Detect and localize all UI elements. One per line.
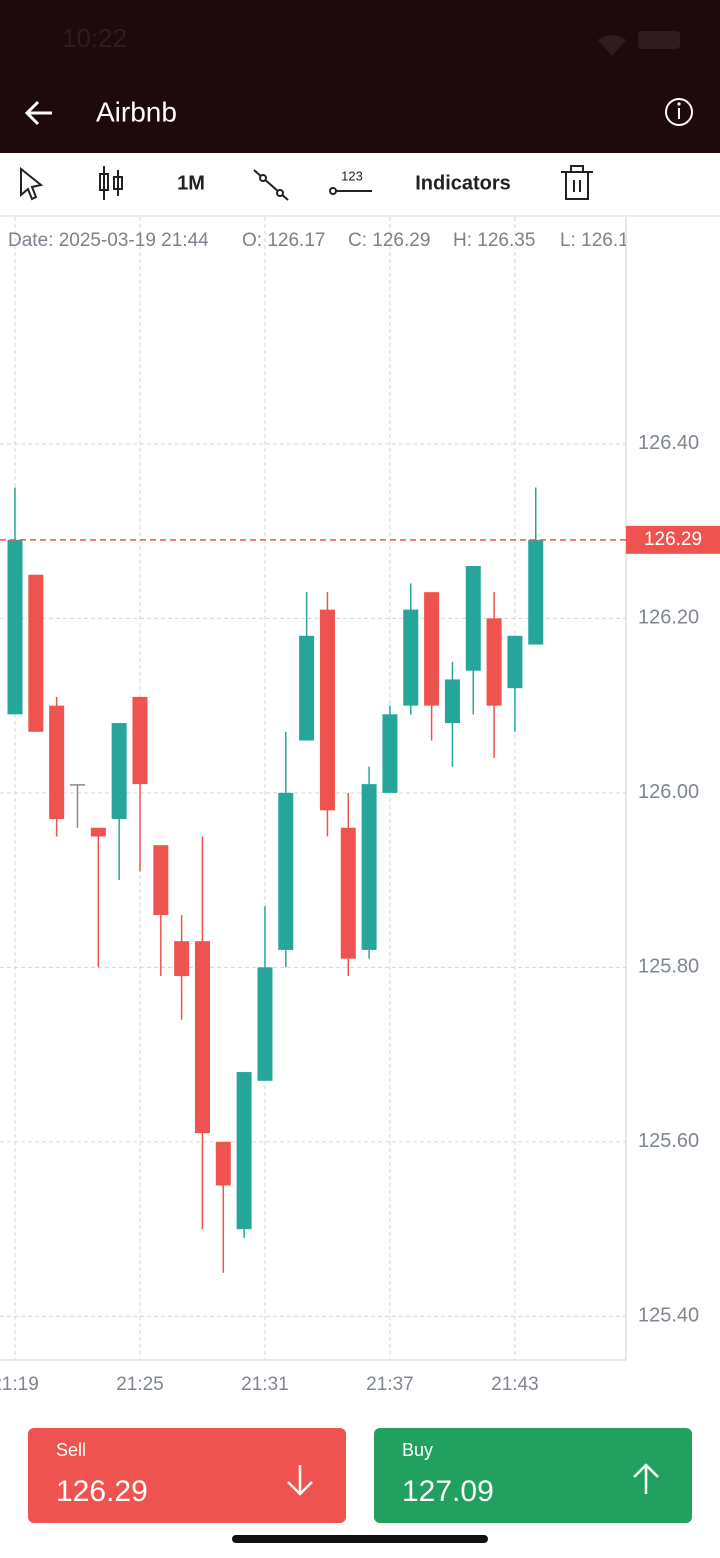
x-tick-label: 21:31 (241, 1374, 289, 1395)
ohlc-info-text: H: 126.35 (453, 230, 535, 251)
candle-body (528, 539, 544, 645)
screen-title: Airbnb (96, 96, 177, 127)
ohlc-info-text: O: 126.17 (242, 230, 325, 251)
candle-body (278, 792, 294, 950)
cursor-tool[interactable] (20, 166, 44, 201)
candle-body (236, 1072, 252, 1230)
back-button[interactable] (24, 100, 52, 126)
app-bar (0, 0, 720, 153)
delete-tool[interactable] (561, 165, 593, 200)
candle-body (257, 967, 273, 1081)
ohlc-info-text: C: 126.29 (348, 230, 430, 251)
last-price-label: 126.29 (644, 529, 702, 550)
candle-body (215, 1141, 231, 1186)
candle-body (403, 609, 419, 706)
buy-label: Buy (402, 1440, 433, 1460)
ohlc-info: Date: 2025-03-19 21:44 O: 126.17 C: 126.29… (8, 230, 639, 251)
candle-body (382, 714, 398, 793)
sell-arrow (287, 1465, 313, 1496)
status-icons (598, 31, 680, 56)
candle-body (7, 539, 23, 715)
y-tick-label: 126.40 (638, 432, 699, 454)
info-button[interactable] (665, 98, 693, 126)
y-tick-label: 126.00 (638, 781, 699, 803)
sell-label: Sell (56, 1440, 86, 1460)
candle-body (69, 784, 85, 786)
candle-body (507, 635, 523, 689)
candle-body (49, 705, 65, 820)
x-tick-label: 21:19 (0, 1374, 39, 1395)
buy-button[interactable] (374, 1428, 692, 1523)
candle-body (486, 618, 502, 706)
candle-body (319, 609, 335, 811)
candle-body (361, 784, 377, 950)
candle-body (111, 723, 127, 820)
indicators-button[interactable]: Indicators (415, 172, 511, 194)
ohlc-info-text: Date: 2025-03-19 21:44 (8, 230, 209, 251)
candle-body (90, 827, 106, 837)
sell-button[interactable] (28, 1428, 346, 1523)
candle-body (299, 635, 315, 741)
candle-body (444, 679, 460, 724)
candle-body (153, 845, 169, 916)
candle-body (340, 827, 356, 959)
sell-price: 126.29 (56, 1475, 148, 1508)
x-tick-label: 21:43 (491, 1374, 539, 1395)
candle-body (194, 941, 210, 1134)
trendline-tool[interactable] (253, 169, 289, 201)
x-tick-label: 21:37 (366, 1374, 414, 1395)
chart-type-tool[interactable] (99, 166, 123, 200)
y-tick-label: 125.60 (638, 1130, 699, 1152)
axes: 125.40 125.60 125.80 126.00 126.20 126.40 21:1… (0, 230, 720, 1395)
buy-price: 127.09 (402, 1475, 494, 1508)
ohlc-info-text: L: 126.17 (560, 230, 639, 251)
y-tick-label: 126.20 (638, 607, 699, 629)
toolbar (0, 153, 720, 216)
candle-body (132, 696, 148, 785)
x-tick-label: 21:25 (116, 1374, 164, 1395)
buy-arrow (633, 1463, 659, 1494)
candle-body (424, 592, 440, 706)
status-time: 10:22 (62, 23, 127, 53)
home-indicator (232, 1535, 488, 1543)
candle-body (28, 574, 44, 732)
interval-button[interactable]: 1M (177, 172, 205, 194)
plot-area (0, 217, 626, 1360)
y-tick-label: 125.80 (638, 956, 699, 978)
last-price-badge (626, 525, 720, 554)
y-tick-label: 125.40 (638, 1305, 699, 1327)
svg-text:123: 123 (341, 168, 363, 183)
price-line-tool[interactable]: 123 (329, 168, 372, 195)
candle-body (465, 566, 481, 671)
candle-body (174, 941, 190, 977)
